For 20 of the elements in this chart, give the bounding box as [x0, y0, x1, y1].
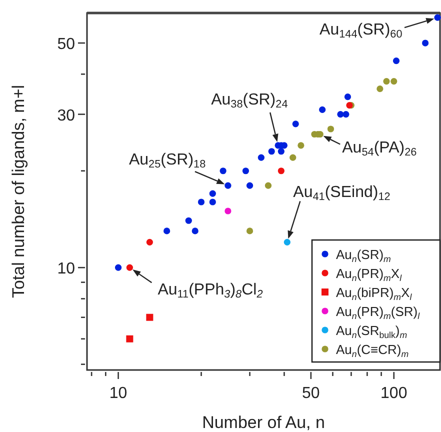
- annotation: Au$_{41}$(SEind)$_{12}$: [293, 184, 390, 204]
- legend-label: Au$_{n}$(PR)$_{m}$X$_{l}$: [336, 266, 403, 283]
- y-axis-title: Total number of ligands, m+l: [9, 84, 28, 298]
- annotation: Au$_{38}$(SR)$_{24}$: [211, 91, 288, 111]
- legend-label: Au$_{n}$(PR)$_{m}$(SR)$_{l}$: [336, 304, 421, 321]
- x-axis-title: Number of Au, n: [202, 413, 325, 432]
- legend-label: Au$_{n}$(C≡CR)$_{m}$: [336, 342, 409, 359]
- annotation: Au$_{54}$(PA)$_{26}$: [342, 139, 417, 158]
- y-tick-label: 30: [57, 107, 76, 124]
- x-tick-label: 10: [109, 385, 128, 402]
- legend-label: Au$_{n}$(SR)$_{m}$: [336, 247, 391, 264]
- x-tick-label: 100: [380, 385, 408, 402]
- y-tick-label: 10: [57, 260, 76, 278]
- y-tick-label: 50: [57, 36, 76, 54]
- annotation: Au$_{25}$(SR)$_{18}$: [128, 152, 206, 171]
- annotation: Au$_{144}$(SR)$_{60}$: [320, 22, 402, 41]
- x-tick-label: 50: [302, 385, 320, 402]
- legend-label: Au$_{n}$(SR$_{bulk}$)$_{m}$: [336, 323, 408, 340]
- annotation: Au$_{11}$(PPh$_{3}$)$_{8}$Cl$_{2}$: [158, 282, 263, 301]
- legend-label: Au$_{n}$(biPR)$_{m}$X$_{l}$: [336, 285, 413, 302]
